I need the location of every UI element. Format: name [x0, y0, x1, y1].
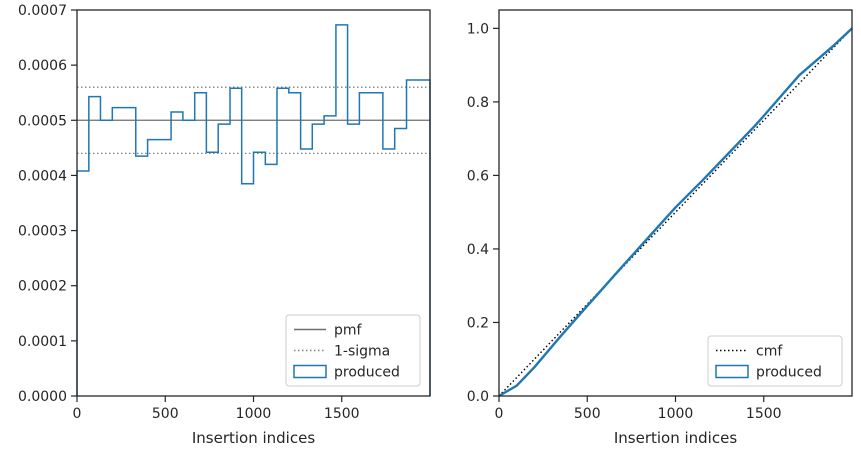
legend-label: produced [756, 365, 822, 381]
legend-label: pmf [334, 323, 363, 339]
y-tick-label: 0.0002 [18, 279, 67, 295]
histogram-bar [218, 124, 230, 396]
y-tick-label: 0.0004 [18, 168, 67, 184]
legend-swatch-patch [293, 364, 327, 379]
y-tick-label: 0.0000 [18, 389, 67, 405]
y-tick-label: 0.6 [467, 168, 489, 184]
x-tick-label: 1000 [658, 406, 694, 422]
histogram-bar [148, 140, 160, 396]
y-tick-label: 0.0005 [18, 113, 67, 129]
y-tick-label: 0.4 [467, 242, 489, 258]
legend-label: cmf [756, 344, 783, 360]
legend-label: 1-sigma [334, 344, 390, 360]
y-tick-label: 0.0007 [18, 3, 67, 19]
legend-label: produced [334, 365, 400, 381]
legend: pmf 1-sigma produced [285, 314, 421, 387]
left-panel-histogram: 0 500 1000 1500 0.0000 0.0001 0.0002 0.0003 0.00… [18, 3, 431, 447]
y-tick-label: 0.0001 [18, 334, 67, 350]
legend-box [285, 314, 421, 387]
x-tick-label: 1500 [324, 406, 360, 422]
x-axis-label: Insertion indices [192, 429, 315, 447]
x-tick-label: 0 [495, 406, 504, 422]
y-tick-label: 0.0006 [18, 58, 67, 74]
histogram-bar [265, 164, 277, 396]
histogram-bar [183, 120, 195, 396]
cmf-line [498, 27, 853, 397]
x-tick-label: 1500 [746, 406, 782, 422]
x-axis-label: Insertion indices [614, 429, 737, 447]
y-tick-label: 0.0003 [18, 224, 67, 240]
histogram-bar [254, 152, 266, 396]
histogram-bar [230, 88, 242, 396]
y-tick-label: 0.0 [467, 389, 489, 405]
y-tick-label: 0.2 [467, 315, 489, 331]
produced-histogram-outline [76, 24, 431, 396]
histogram-bar [159, 140, 171, 396]
legend-box [707, 335, 843, 387]
histogram-bar [171, 112, 183, 396]
histogram-bar [136, 156, 148, 396]
x-tick-label: 500 [574, 406, 601, 422]
legend: cmf produced [707, 335, 843, 387]
produced-cumulative-line [498, 27, 853, 398]
x-tick-label: 1000 [236, 406, 272, 422]
histogram-bar [242, 184, 254, 396]
y-tick-label: 1.0 [467, 21, 489, 37]
y-tick-label: 0.8 [467, 95, 489, 111]
x-tick-label: 0 [73, 406, 82, 422]
x-tick-label: 500 [152, 406, 179, 422]
axes-frame [498, 9, 853, 397]
histogram-bar [100, 120, 112, 396]
histogram-bar [195, 93, 207, 396]
histogram-bar [206, 152, 218, 396]
histogram-bar [89, 97, 101, 396]
right-panel-cumulative: 0 500 1000 1500 0.0 0.2 0.4 0.6 0.8 1.0 Insertion … [467, 9, 853, 447]
histogram-bar [112, 108, 124, 396]
axes-frame [76, 9, 431, 397]
histogram-bar [124, 108, 136, 396]
histogram-bar [77, 171, 89, 396]
legend-swatch-patch [715, 364, 749, 379]
